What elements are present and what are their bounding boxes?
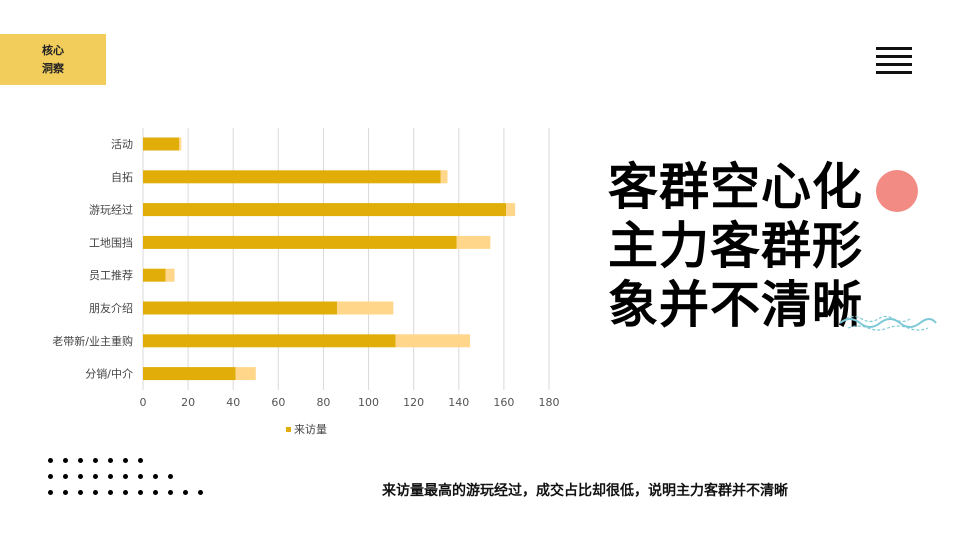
section-tag-line2: 洞察 [42, 61, 64, 75]
x-tick-label: 120 [403, 396, 424, 409]
headline: 客群空心化 主力客群形 象并不清晰 [608, 158, 928, 335]
section-tag-line1: 核心 [42, 43, 64, 57]
bar-primary [143, 235, 457, 249]
bar-secondary [165, 268, 175, 282]
section-tag: 核心 洞察 [0, 34, 106, 85]
category-label: 工地围挡 [89, 235, 133, 249]
x-tick-label: 0 [140, 396, 147, 409]
headline-line-1: 客群空心化 [608, 158, 863, 216]
wave-decoration-icon [839, 315, 937, 331]
decorative-circle [876, 170, 918, 212]
bar-primary [143, 334, 396, 348]
category-label: 朋友介绍 [89, 301, 133, 315]
x-tick-label: 100 [358, 396, 379, 409]
bar-chart: 0 20 40 60 80 100 120 140 160 180 活动自拓游玩经过工地围挡员工推荐… [52, 128, 560, 436]
bar-primary [143, 367, 236, 381]
category-label: 自拓 [111, 170, 133, 184]
headline-line-3: 象并不清晰 [608, 276, 863, 334]
category-label: 活动 [111, 138, 133, 151]
x-tick-label: 180 [539, 396, 560, 409]
x-tick-label: 140 [448, 396, 469, 409]
bar-secondary [506, 203, 516, 217]
x-tick-label: 160 [493, 396, 514, 409]
bar-primary [143, 137, 180, 151]
legend-swatch [286, 427, 291, 432]
bar-secondary [235, 367, 256, 381]
bar-primary [143, 268, 166, 282]
x-tick-label: 40 [226, 396, 240, 409]
category-label: 游玩经过 [89, 204, 133, 217]
x-tick-label: 60 [271, 396, 285, 409]
bar-secondary [395, 334, 471, 348]
bar-primary [143, 301, 337, 315]
bar-secondary [179, 137, 182, 151]
hamburger-menu-icon[interactable] [876, 47, 912, 74]
bar-primary [143, 170, 441, 184]
category-label: 老带新/业主重购 [52, 334, 133, 348]
bar-secondary [456, 235, 491, 249]
legend-label: 来访量 [294, 423, 327, 436]
dot-pattern [48, 458, 203, 506]
headline-line-2: 主力客群形 [608, 217, 863, 275]
category-label: 分销/中介 [85, 367, 133, 381]
insight-note: 来访量最高的游玩经过，成交占比却很低，说明主力客群并不清晰 [382, 483, 788, 499]
x-tick-label: 20 [181, 396, 195, 409]
category-label: 员工推荐 [89, 268, 133, 282]
bar-secondary [336, 301, 394, 315]
bar-primary [143, 203, 507, 217]
x-tick-label: 80 [316, 396, 330, 409]
bar-secondary [440, 170, 448, 184]
